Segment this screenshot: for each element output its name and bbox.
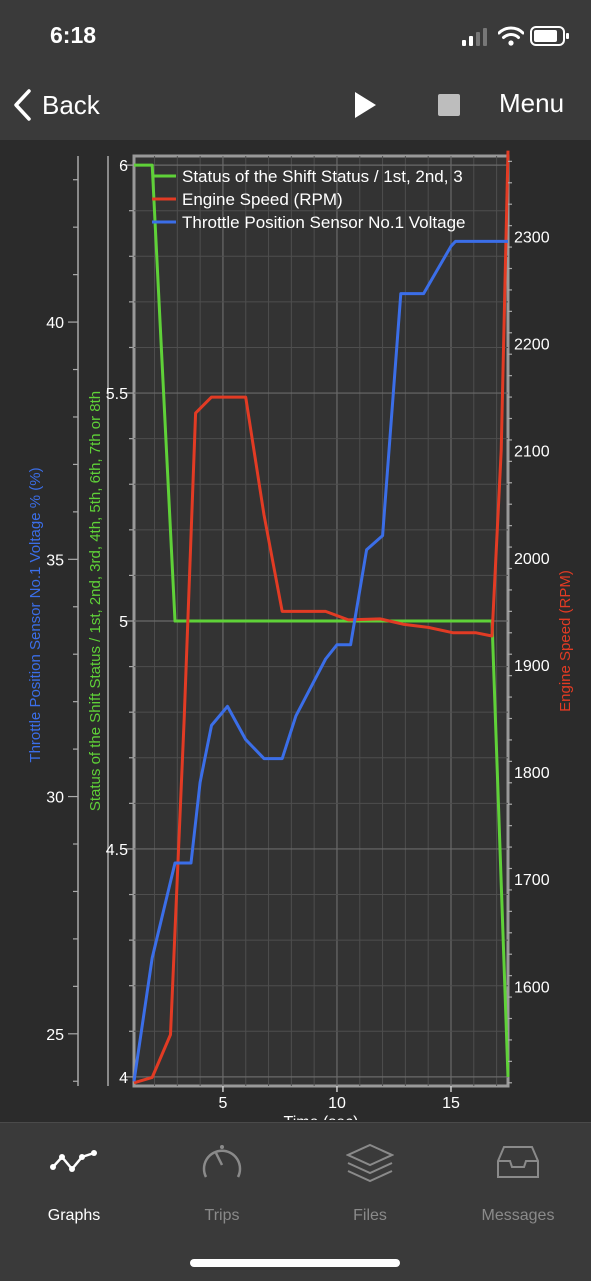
back-button[interactable]: Back	[12, 86, 100, 124]
legend-label: Status of the Shift Status / 1st, 2nd, 3	[182, 167, 463, 186]
x-axis-title: Time (sec)	[284, 1114, 359, 1120]
legend-label: Engine Speed (RPM)	[182, 190, 343, 209]
tab-files-label: Files	[353, 1207, 387, 1224]
red-tick-label: 2300	[514, 229, 550, 246]
tab-trips[interactable]: Trips	[148, 1133, 296, 1224]
red-tick-label: 2100	[514, 444, 550, 461]
tab-bar: Graphs Trips Files Messages	[0, 1122, 591, 1281]
green-tick-label: 6	[119, 158, 128, 175]
blue-axis-title: Throttle Position Sensor No.1 Voltage % …	[27, 467, 44, 762]
green-tick-label: 4	[119, 1070, 128, 1087]
green-axis-title: Status of the Shift Status / 1st, 2nd, 3…	[87, 391, 104, 811]
red-tick-label: 1600	[514, 979, 550, 996]
red-tick-label: 1900	[514, 658, 550, 675]
series-line-red[interactable]	[133, 150, 510, 1085]
home-indicator	[190, 1259, 400, 1267]
blue-tick-label: 35	[46, 552, 64, 569]
tab-messages-label: Messages	[481, 1207, 555, 1224]
chevron-left-icon	[14, 89, 31, 121]
speedometer-icon	[202, 1145, 242, 1178]
red-tick-label: 2000	[514, 551, 550, 568]
red-axis-title: Engine Speed (RPM)	[557, 570, 574, 712]
chart-area: 25 30 35 40 Throttle Position Sensor No.1 Vo…	[0, 140, 591, 1131]
blue-tick-label: 30	[46, 790, 64, 807]
tab-graphs[interactable]: Graphs	[0, 1133, 148, 1224]
legend-label: Throttle Position Sensor No.1 Voltage	[182, 213, 466, 232]
legend: Status of the Shift Status / 1st, 2nd, 3…	[152, 167, 466, 232]
graph-icon	[50, 1150, 97, 1172]
tab-graphs-label: Graphs	[47, 1207, 101, 1224]
red-tick-label: 1700	[514, 872, 550, 889]
layers-icon	[346, 1143, 394, 1183]
status-bar: 6:18	[0, 0, 591, 70]
wifi-icon	[498, 26, 524, 46]
green-tick-label: 4.5	[106, 842, 128, 859]
green-tick-label: 5.5	[106, 386, 128, 403]
series-line-green[interactable]	[134, 163, 510, 1077]
blue-tick-label: 40	[46, 315, 64, 332]
stop-icon[interactable]	[438, 94, 460, 116]
signal-icon	[462, 28, 487, 46]
series-line-blue[interactable]	[132, 239, 508, 1082]
blue-tick-label: 25	[46, 1027, 64, 1044]
red-tick-label: 1800	[514, 765, 550, 782]
x-tick-label: 10	[328, 1095, 346, 1112]
menu-button[interactable]: Menu	[499, 88, 565, 118]
engine-chart[interactable]: 25 30 35 40 Throttle Position Sensor No.1 Vo…	[0, 140, 591, 1131]
tab-files[interactable]: Files	[296, 1133, 444, 1224]
navigation-bar: Back Menu	[0, 70, 591, 140]
status-time: 6:18	[50, 22, 97, 48]
tab-trips-label: Trips	[204, 1207, 240, 1224]
tab-messages[interactable]: Messages	[444, 1133, 591, 1224]
back-label: Back	[42, 89, 100, 120]
x-tick-label: 15	[442, 1095, 460, 1112]
battery-icon	[530, 26, 569, 46]
x-tick-label: 5	[218, 1095, 227, 1112]
play-icon[interactable]	[350, 90, 380, 120]
inbox-icon	[497, 1146, 539, 1178]
green-tick-label: 5	[119, 614, 128, 631]
red-tick-label: 2200	[514, 337, 550, 354]
